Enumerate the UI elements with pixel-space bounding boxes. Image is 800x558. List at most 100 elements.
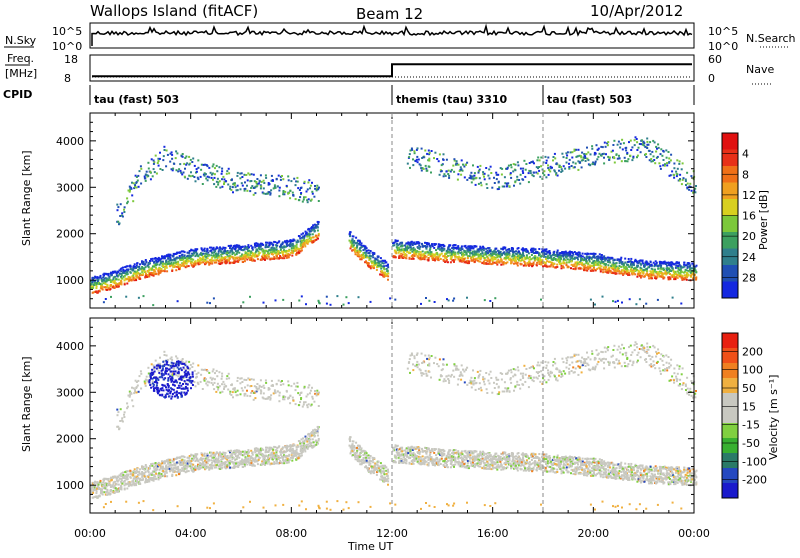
power-cell xyxy=(560,166,562,168)
power-cell xyxy=(475,246,477,248)
power-cell xyxy=(226,170,228,172)
power-cell xyxy=(661,155,663,157)
power-cell xyxy=(210,254,212,256)
power-cell xyxy=(122,216,124,218)
power-cell xyxy=(481,184,483,186)
power-cell xyxy=(406,255,408,257)
power-cell xyxy=(176,152,178,154)
power-cell xyxy=(205,178,207,180)
power-cell xyxy=(188,156,190,158)
power-cell xyxy=(218,253,220,255)
power-cell xyxy=(600,271,602,273)
power-cell xyxy=(299,238,301,240)
power-cell xyxy=(261,243,263,245)
power-cell xyxy=(485,248,487,250)
power-cell xyxy=(217,255,219,257)
power-cell xyxy=(271,258,273,260)
power-cell xyxy=(407,241,409,243)
power-cell xyxy=(280,244,282,246)
power-cell xyxy=(603,157,605,159)
power-cell xyxy=(370,301,372,303)
power-cell xyxy=(679,160,681,162)
power-cell xyxy=(177,261,179,263)
power-cell xyxy=(536,264,538,266)
power-cell xyxy=(147,174,149,176)
power-cell xyxy=(302,246,304,248)
power-cell xyxy=(678,262,680,264)
power-cell xyxy=(658,162,660,164)
power-cell xyxy=(110,281,112,283)
power-cell xyxy=(286,185,288,187)
power-cell xyxy=(106,273,108,275)
power-cell xyxy=(563,165,565,167)
power-cell xyxy=(149,171,151,173)
power-cell xyxy=(195,180,197,182)
power-cell xyxy=(518,179,520,181)
power-cell xyxy=(206,302,208,304)
power-cell xyxy=(305,233,307,235)
power-cell xyxy=(140,168,142,170)
power-cell xyxy=(673,174,675,176)
power-cell xyxy=(175,157,177,159)
power-cell xyxy=(636,276,638,278)
power-cell xyxy=(529,256,531,258)
power-cell xyxy=(591,265,593,267)
power-cell xyxy=(380,257,382,259)
power-cell xyxy=(285,255,287,257)
power-cell xyxy=(491,187,493,189)
power-cell xyxy=(498,186,500,188)
power-cell xyxy=(595,153,597,155)
power-cell xyxy=(131,182,133,184)
power-cell xyxy=(636,138,638,140)
power-cell xyxy=(108,273,110,275)
power-cell xyxy=(223,252,225,254)
power-cell xyxy=(565,259,567,261)
power-cell xyxy=(639,272,641,274)
power-cell xyxy=(529,258,531,260)
power-cell xyxy=(619,147,621,149)
power-cell xyxy=(271,175,273,177)
power-cell xyxy=(556,251,558,253)
power-cell xyxy=(103,282,105,284)
power-cell xyxy=(545,162,547,164)
power-cell xyxy=(217,178,219,180)
power-cell xyxy=(155,268,157,270)
power-cell xyxy=(199,257,201,259)
power-cell xyxy=(298,199,300,201)
power-cell xyxy=(244,260,246,262)
power-cell xyxy=(307,241,309,243)
power-cell xyxy=(528,172,530,174)
velocity-cell xyxy=(145,471,147,473)
power-cell xyxy=(635,303,637,305)
velocity-cell xyxy=(103,487,105,489)
power-cell xyxy=(312,233,314,235)
power-cell xyxy=(293,239,295,241)
power-cell xyxy=(297,241,299,243)
power-cell xyxy=(601,265,603,267)
power-cell xyxy=(486,183,488,185)
power-cell xyxy=(223,178,225,180)
power-cell xyxy=(572,161,574,163)
power-cell xyxy=(417,147,419,149)
power-cell xyxy=(475,253,477,255)
power-cell xyxy=(219,246,221,248)
power-cell xyxy=(112,272,114,274)
power-cell xyxy=(123,271,125,273)
power-cell xyxy=(350,242,352,244)
power-cell xyxy=(291,252,293,254)
power-cell xyxy=(587,159,589,161)
velocity-cell xyxy=(123,476,125,478)
power-cell xyxy=(506,261,508,263)
power-cell xyxy=(404,257,406,259)
nave-label: Nave xyxy=(746,63,774,76)
power-cell xyxy=(209,302,211,304)
power-cell xyxy=(571,151,573,153)
power-cell xyxy=(177,170,179,172)
power-cell xyxy=(480,182,482,184)
power-cell xyxy=(616,262,618,264)
power-cell xyxy=(474,250,476,252)
power-cell xyxy=(311,191,313,193)
power-cell xyxy=(565,251,567,253)
power-cell xyxy=(186,263,188,265)
power-cell xyxy=(394,256,396,258)
